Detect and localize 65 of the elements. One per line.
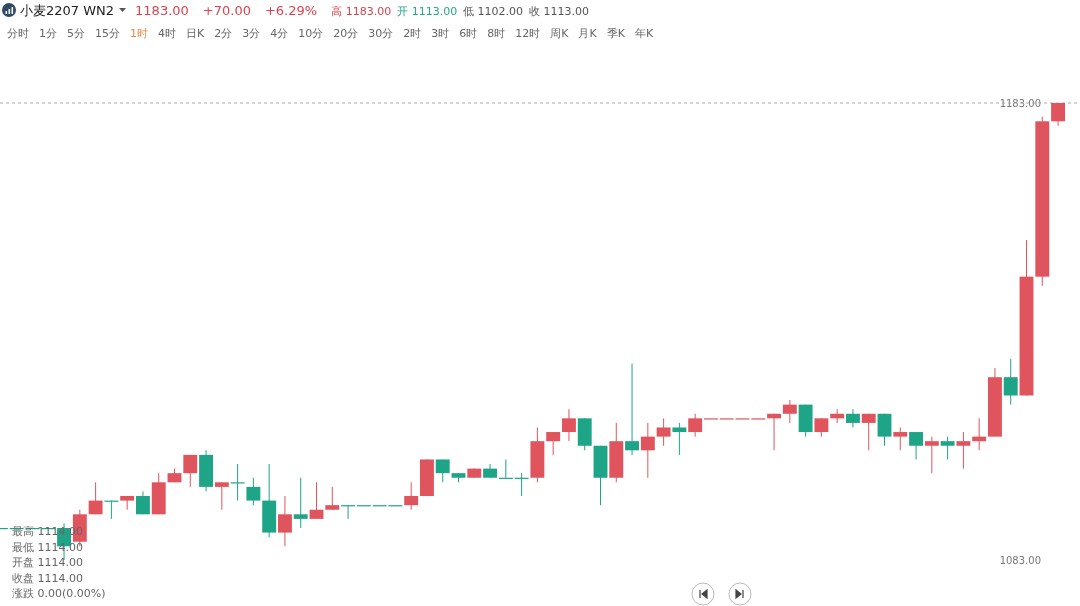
text: 开 1113.00 xyxy=(397,5,458,18)
candlestick xyxy=(309,481,324,520)
candlestick xyxy=(625,362,639,456)
text: 20分 xyxy=(333,27,359,40)
candlestick xyxy=(956,431,971,470)
text: 日K xyxy=(186,27,205,40)
annotation: 开盘 1114.00 xyxy=(12,556,83,569)
text: 月K xyxy=(578,27,598,40)
text: 1183.00 xyxy=(135,3,189,18)
candlestick xyxy=(1051,102,1065,127)
text: 年K xyxy=(634,27,654,40)
text: 4时 xyxy=(158,27,176,40)
candlestick xyxy=(861,413,876,451)
text: 6时 xyxy=(459,27,478,40)
text: 5分 xyxy=(67,27,85,40)
y-tick-label: 1083.00 xyxy=(999,554,1041,566)
text: 12时 xyxy=(515,27,541,40)
candlestick xyxy=(656,417,671,447)
text: 1时 xyxy=(130,27,148,40)
candlestick xyxy=(562,408,576,442)
text: 分时 xyxy=(7,27,29,40)
text: 收盘 1114.00 xyxy=(12,571,83,585)
candlestick xyxy=(278,495,292,547)
text: 季K xyxy=(606,27,626,40)
annotation: 最高 1114.00 xyxy=(12,525,83,538)
candlestick xyxy=(435,458,450,483)
candlestick xyxy=(688,413,703,438)
candlestick xyxy=(325,486,340,511)
candlestick xyxy=(814,417,829,438)
candlestick xyxy=(909,431,923,460)
text: 低 1102.00 xyxy=(463,5,524,18)
candlestick xyxy=(230,463,245,502)
text: 涨跌 0.00(0.00%) xyxy=(12,587,106,600)
text: 8时 xyxy=(487,27,506,40)
candlestick xyxy=(246,477,261,506)
candlestick xyxy=(924,436,939,474)
candlestick xyxy=(546,431,561,456)
text: 3时 xyxy=(431,27,450,40)
text: 2时 xyxy=(403,27,422,40)
chart-title: 小麦2207 WN2 xyxy=(20,3,115,18)
candlestick xyxy=(893,426,908,451)
text: 高 1183.00 xyxy=(331,5,392,18)
text: 周K xyxy=(550,27,570,40)
text: 3分 xyxy=(242,27,261,40)
candlestick xyxy=(672,422,687,456)
candlestick xyxy=(293,477,308,529)
candlestick xyxy=(846,408,860,428)
candlestick xyxy=(183,454,198,488)
text: 10分 xyxy=(298,27,324,40)
text: +70.00 xyxy=(202,3,251,18)
candlestick xyxy=(640,422,655,479)
text: +6.29% xyxy=(264,3,318,18)
candlestick xyxy=(88,481,103,515)
text: 4分 xyxy=(270,27,289,40)
text: 30分 xyxy=(368,27,394,40)
text: 15分 xyxy=(95,27,120,40)
text: 1分 xyxy=(39,27,57,40)
text: 收 1113.00 xyxy=(529,5,590,18)
candlestick xyxy=(404,481,419,511)
candlestick xyxy=(214,481,229,511)
text: 2分 xyxy=(214,27,233,40)
candlestick xyxy=(1003,358,1018,406)
candlestick xyxy=(782,399,797,424)
candlestick xyxy=(877,413,892,447)
candlestick xyxy=(940,436,955,460)
